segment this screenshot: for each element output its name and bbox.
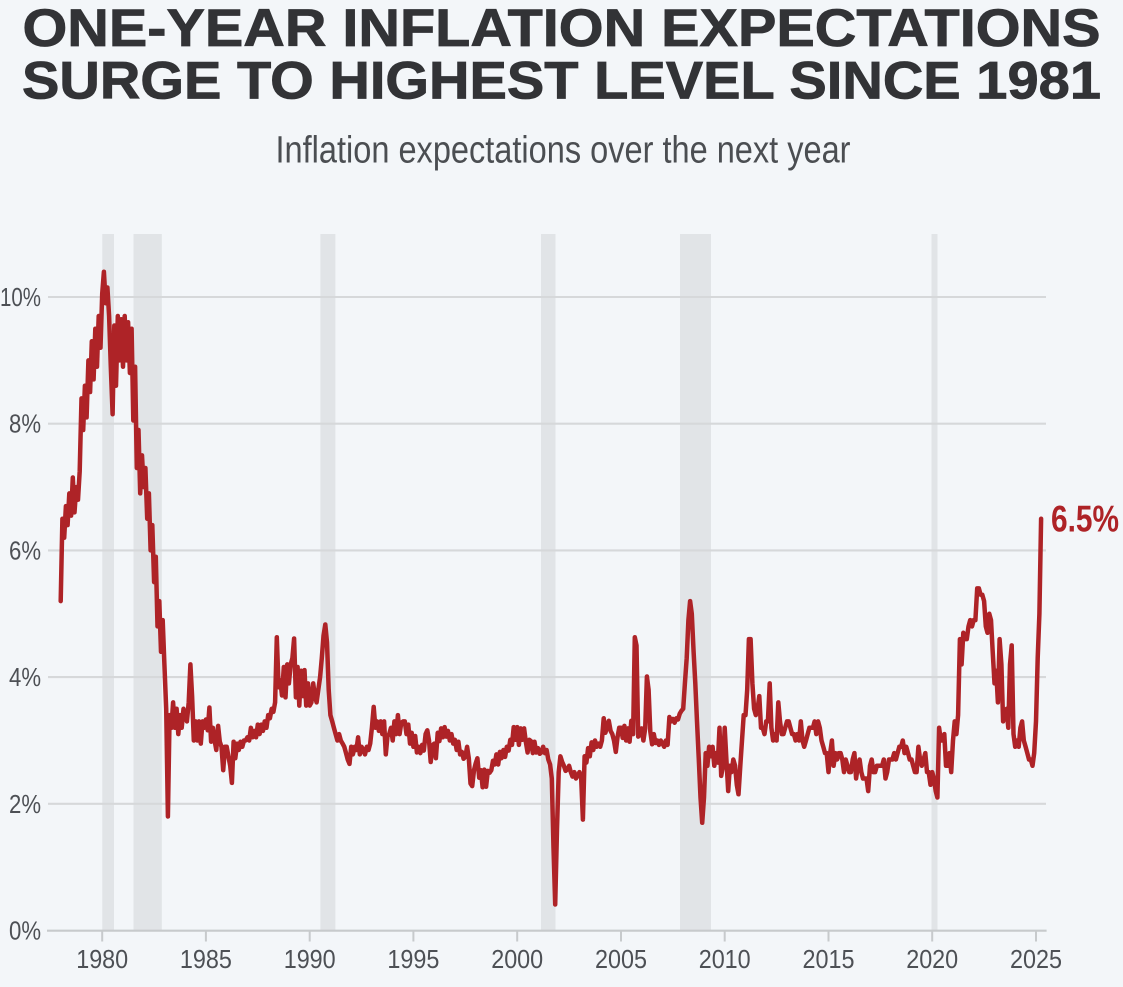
svg-text:1980: 1980 [76, 944, 128, 974]
svg-text:2025: 2025 [1010, 944, 1062, 974]
svg-text:1985: 1985 [180, 944, 232, 974]
svg-text:Inflation expectations over th: Inflation expectations over the next yea… [276, 130, 851, 172]
svg-text:2005: 2005 [595, 944, 647, 974]
svg-text:1995: 1995 [387, 944, 439, 974]
svg-text:2000: 2000 [491, 944, 543, 974]
svg-text:8%: 8% [9, 409, 41, 439]
svg-text:SURGE TO HIGHEST LEVEL SINCE 1: SURGE TO HIGHEST LEVEL SINCE 1981 [22, 51, 1101, 110]
svg-text:6.5%: 6.5% [1051, 499, 1119, 540]
svg-text:2%: 2% [9, 789, 41, 819]
svg-text:6%: 6% [9, 535, 41, 565]
svg-text:2015: 2015 [803, 944, 855, 974]
svg-text:2010: 2010 [699, 944, 751, 974]
svg-text:0%: 0% [9, 916, 41, 946]
svg-text:ONE-YEAR INFLATION EXPECTATION: ONE-YEAR INFLATION EXPECTATIONS [23, 0, 1101, 58]
svg-text:4%: 4% [9, 662, 41, 692]
svg-text:10%: 10% [0, 282, 41, 312]
svg-text:2020: 2020 [906, 944, 958, 974]
svg-text:1990: 1990 [284, 944, 336, 974]
